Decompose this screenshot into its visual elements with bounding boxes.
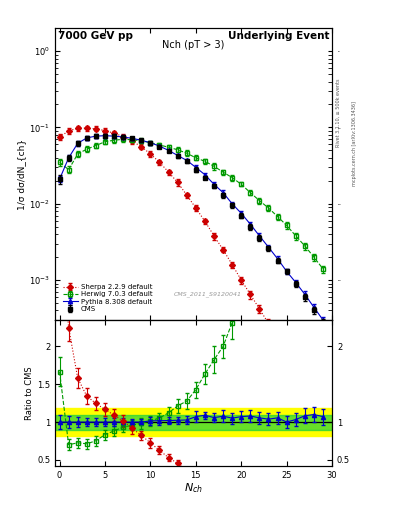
Bar	[55, 409, 332, 436]
Bar	[55, 415, 332, 430]
Y-axis label: Ratio to CMS: Ratio to CMS	[25, 366, 34, 420]
Text: mcplots.cern.ch [arXiv:1306.3436]: mcplots.cern.ch [arXiv:1306.3436]	[352, 101, 357, 186]
Text: Underlying Event: Underlying Event	[228, 31, 329, 41]
X-axis label: $N_{ch}$: $N_{ch}$	[184, 481, 203, 495]
Y-axis label: 1/σ dσ/dN_{ch}: 1/σ dσ/dN_{ch}	[17, 139, 26, 209]
Legend: Sherpa 2.2.9 default, Herwig 7.0.3 default, Pythia 8.308 default, CMS: Sherpa 2.2.9 default, Herwig 7.0.3 defau…	[61, 283, 154, 314]
Text: CMS_2011_S9120041: CMS_2011_S9120041	[173, 291, 241, 296]
Text: Rivet 3.1.10, ≥ 500k events: Rivet 3.1.10, ≥ 500k events	[336, 78, 341, 147]
Text: 7000 GeV pp: 7000 GeV pp	[58, 31, 133, 41]
Text: Nch (pT > 3): Nch (pT > 3)	[162, 40, 225, 50]
